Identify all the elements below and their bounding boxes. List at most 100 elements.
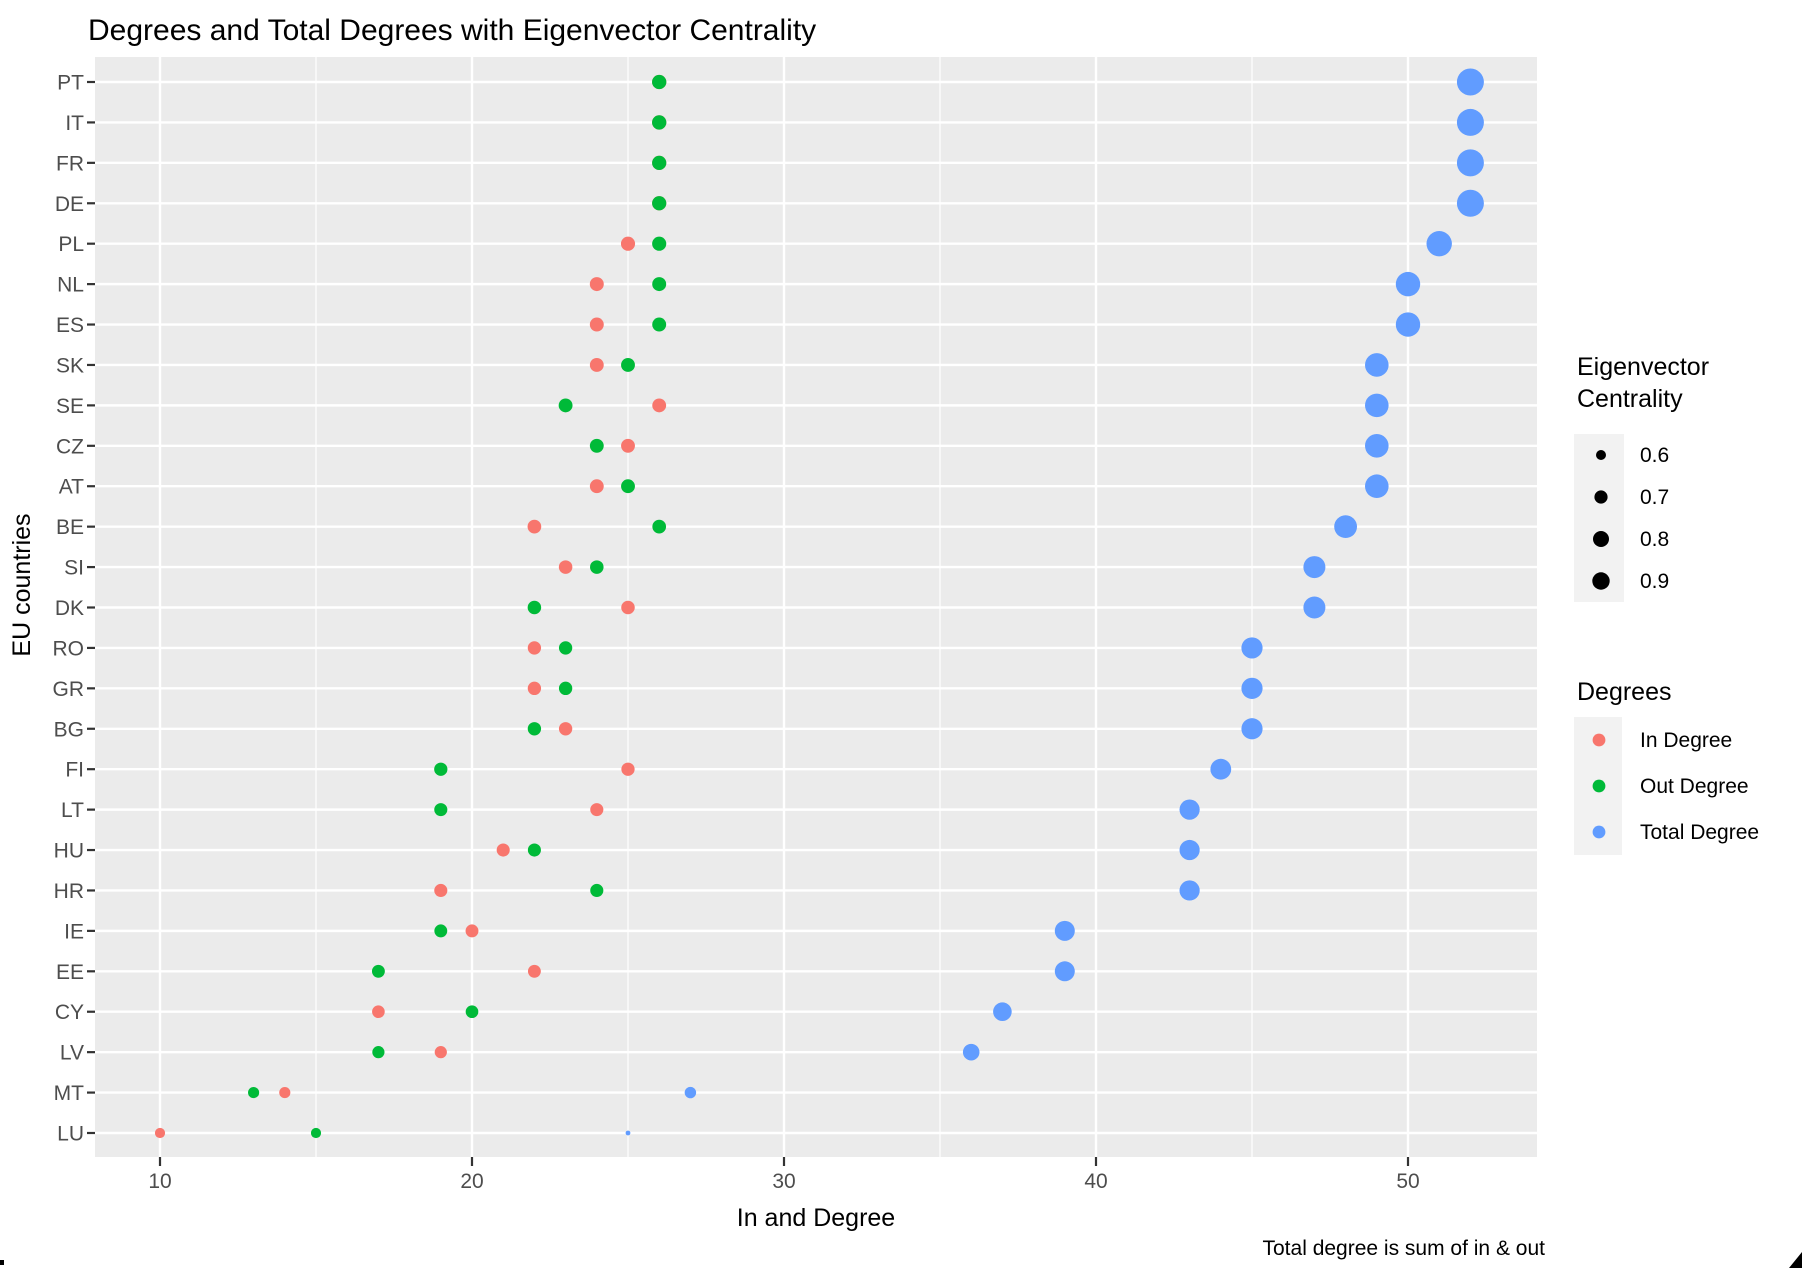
in-degree-dot bbox=[527, 519, 542, 534]
y-tick-label: CZ bbox=[56, 435, 84, 458]
in-degree-dot bbox=[652, 398, 667, 413]
y-tick-label: SE bbox=[56, 395, 84, 418]
out-degree-dot bbox=[527, 600, 542, 615]
out-degree-dot bbox=[558, 681, 573, 696]
out-degree-dot bbox=[527, 843, 541, 857]
size-legend-label: 0.8 bbox=[1640, 528, 1669, 551]
y-tick-label: DE bbox=[55, 193, 84, 216]
total-degree-dot bbox=[1334, 515, 1357, 539]
y-tick-label: LU bbox=[57, 1122, 84, 1145]
y-tick-label: LV bbox=[60, 1042, 84, 1065]
size-legend-label: 0.9 bbox=[1640, 570, 1669, 593]
total-degree-dot bbox=[1241, 677, 1263, 699]
out-degree-dot bbox=[621, 358, 635, 372]
total-degree-dot bbox=[1365, 434, 1389, 458]
y-tick-label: LT bbox=[61, 799, 84, 822]
out-degree-dot bbox=[248, 1087, 260, 1099]
out-degree-dot bbox=[372, 1046, 385, 1059]
size-legend-label: 0.7 bbox=[1640, 486, 1669, 509]
total-degree-dot bbox=[1054, 920, 1075, 941]
out-degree-dot bbox=[589, 438, 604, 453]
y-tick-label: PT bbox=[57, 72, 84, 95]
x-axis-title: In and Degree bbox=[737, 1204, 895, 1232]
in-degree-dot bbox=[527, 641, 542, 655]
size-legend-dot bbox=[1593, 531, 1609, 547]
color-legend-dot bbox=[1592, 733, 1606, 747]
out-degree-dot bbox=[652, 236, 667, 251]
in-degree-dot bbox=[589, 358, 604, 372]
out-degree-dot bbox=[652, 155, 667, 170]
total-degree-dot bbox=[1303, 596, 1326, 619]
total-degree-dot bbox=[1210, 758, 1232, 780]
in-degree-dot bbox=[620, 236, 636, 251]
out-degree-dot bbox=[434, 803, 448, 817]
size-legend-title-line1: Eigenvector bbox=[1577, 353, 1709, 381]
total-degree-dot bbox=[1303, 556, 1326, 579]
total-degree-dot bbox=[1395, 271, 1421, 297]
size-legend-title-line2: Centrality bbox=[1577, 385, 1683, 413]
bottom-left-corner-mark bbox=[0, 1260, 4, 1265]
in-degree-dot bbox=[372, 1005, 385, 1019]
y-tick-label: PL bbox=[58, 233, 84, 256]
total-degree-dot bbox=[1054, 961, 1075, 982]
y-tick-label: FR bbox=[56, 152, 84, 175]
y-tick-label: SI bbox=[64, 557, 84, 580]
y-tick-label: IE bbox=[64, 920, 84, 943]
chart-title: Degrees and Total Degrees with Eigenvect… bbox=[88, 14, 816, 47]
in-degree-dot bbox=[434, 1046, 447, 1059]
y-tick-label: EE bbox=[56, 961, 84, 984]
out-degree-dot bbox=[652, 115, 667, 130]
total-degree-dot bbox=[625, 1130, 631, 1136]
in-degree-dot bbox=[527, 681, 542, 696]
out-degree-dot bbox=[590, 560, 604, 574]
total-degree-dot bbox=[684, 1086, 697, 1099]
total-degree-dot bbox=[1365, 353, 1389, 377]
y-tick-label: MT bbox=[54, 1082, 84, 1105]
y-tick-label: RO bbox=[53, 637, 85, 660]
total-degree-dot bbox=[962, 1043, 980, 1061]
y-tick-label: ES bbox=[56, 314, 84, 337]
color-legend-label: Total Degree bbox=[1640, 821, 1759, 844]
x-tick-label: 50 bbox=[1396, 1170, 1419, 1193]
size-legend-label: 0.6 bbox=[1640, 444, 1669, 467]
in-degree-dot bbox=[621, 600, 635, 615]
out-degree-dot bbox=[652, 277, 667, 292]
chart-caption: Total degree is sum of in & out bbox=[1263, 1237, 1546, 1260]
in-degree-dot bbox=[434, 883, 448, 898]
y-axis-title: EU countries bbox=[8, 513, 36, 656]
y-tick-label: HU bbox=[54, 840, 84, 863]
in-degree-dot bbox=[621, 762, 635, 776]
y-tick-label: CY bbox=[55, 1001, 84, 1024]
x-tick-label: 40 bbox=[1084, 1170, 1107, 1193]
out-degree-dot bbox=[652, 74, 667, 90]
in-degree-dot bbox=[590, 803, 604, 817]
color-legend-dot bbox=[1592, 825, 1606, 839]
total-degree-dot bbox=[1456, 68, 1484, 96]
color-legend-label: Out Degree bbox=[1640, 775, 1749, 798]
in-degree-dot bbox=[465, 924, 479, 938]
out-degree-dot bbox=[652, 519, 667, 534]
total-degree-dot bbox=[1365, 474, 1389, 499]
total-degree-dot bbox=[1456, 108, 1484, 136]
out-degree-dot bbox=[465, 1005, 479, 1019]
y-tick-label: BE bbox=[56, 516, 84, 539]
in-degree-dot bbox=[589, 317, 604, 332]
out-degree-dot bbox=[652, 317, 667, 332]
in-degree-dot bbox=[589, 479, 604, 494]
color-legend-label: In Degree bbox=[1640, 729, 1732, 752]
y-tick-label: GR bbox=[53, 678, 85, 701]
total-degree-dot bbox=[1241, 718, 1263, 740]
color-legend-title: Degrees bbox=[1577, 678, 1672, 706]
y-tick-label: FI bbox=[65, 759, 84, 782]
size-legend-dot bbox=[1596, 450, 1606, 460]
in-degree-dot bbox=[154, 1127, 166, 1139]
total-degree-dot bbox=[1179, 880, 1200, 901]
in-degree-dot bbox=[558, 560, 573, 574]
total-degree-dot bbox=[1241, 637, 1263, 659]
x-tick-label: 20 bbox=[460, 1170, 483, 1193]
y-tick-label: SK bbox=[56, 354, 84, 377]
total-degree-dot bbox=[1395, 312, 1421, 337]
out-degree-dot bbox=[652, 196, 667, 211]
total-degree-dot bbox=[1426, 230, 1452, 257]
